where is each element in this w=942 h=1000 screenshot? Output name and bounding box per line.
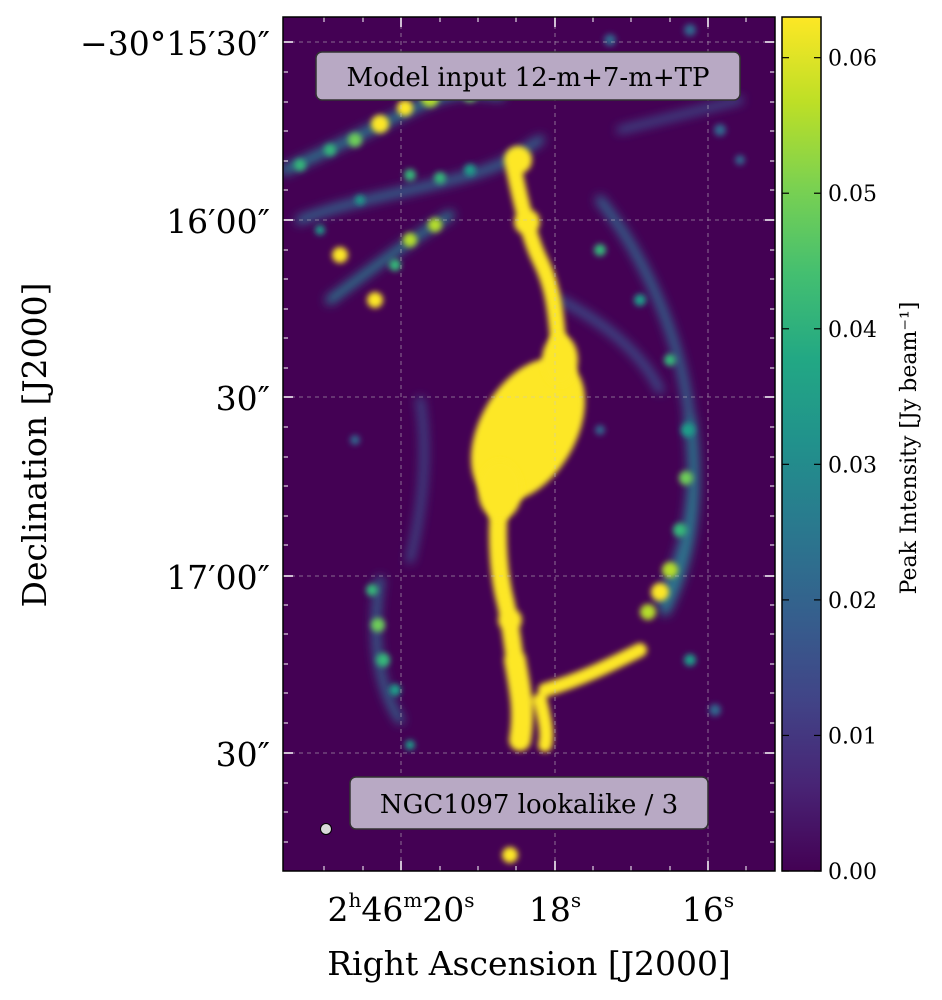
colorbar-tick-label: 0.04	[828, 318, 877, 343]
major-ticks	[283, 17, 775, 871]
colorbar: 0.00 0.01 0.02 0.03 0.04 0.05 0.06 Peak Intens…	[781, 16, 922, 885]
y-tick-label: 17′00″	[166, 558, 270, 597]
annotation-top: Model input 12-m+7-m+TP	[315, 51, 741, 101]
y-tick-label: 16′00″	[166, 202, 270, 241]
annotation-top-text: Model input 12-m+7-m+TP	[347, 63, 710, 93]
annotation-bottom-text: NGC1097 lookalike / 3	[380, 790, 678, 820]
colorbar-gradient	[782, 17, 821, 871]
diffuse-arms	[283, 87, 744, 724]
colorbar-ticks: 0.00 0.01 0.02 0.03 0.04 0.05 0.06	[782, 47, 877, 885]
annotation-bottom: NGC1097 lookalike / 3	[349, 776, 709, 830]
y-tick-label: 30″	[216, 735, 270, 774]
y-tick-label: 30″	[216, 379, 270, 418]
colorbar-tick-label: 0.03	[828, 453, 877, 478]
minor-ticks	[283, 17, 775, 871]
x-tick-label: 2h46m20s	[327, 888, 474, 929]
colorbar-tick-label: 0.05	[828, 182, 877, 207]
y-axis-label: Declination [J2000]	[15, 283, 54, 608]
map-panel	[282, 16, 776, 872]
x-axis-label: Right Ascension [J2000]	[327, 944, 731, 983]
nucleus	[471, 334, 585, 520]
x-tick-label: 16s	[682, 888, 734, 929]
colorbar-tick-label: 0.06	[828, 47, 877, 72]
x-tick-label: 18s	[529, 888, 581, 929]
y-tick-label: −30°15′30″	[80, 24, 270, 63]
bar-ridge	[488, 146, 647, 863]
colorbar-frame	[781, 16, 822, 872]
beam-marker	[320, 823, 332, 835]
colorbar-tick-label: 0.02	[828, 589, 877, 614]
grid	[283, 17, 775, 871]
colorbar-tick-label: 0.00	[828, 860, 877, 885]
map-frame	[282, 16, 776, 872]
x-tick-labels: 2h46m20s 18s 16s	[327, 888, 734, 929]
colorbar-tick-label: 0.01	[828, 724, 877, 749]
colorbar-label: Peak Intensity [Jy beam⁻¹]	[897, 302, 922, 595]
y-tick-labels: −30°15′30″ 16′00″ 30″ 17′00″ 30″	[80, 24, 270, 774]
